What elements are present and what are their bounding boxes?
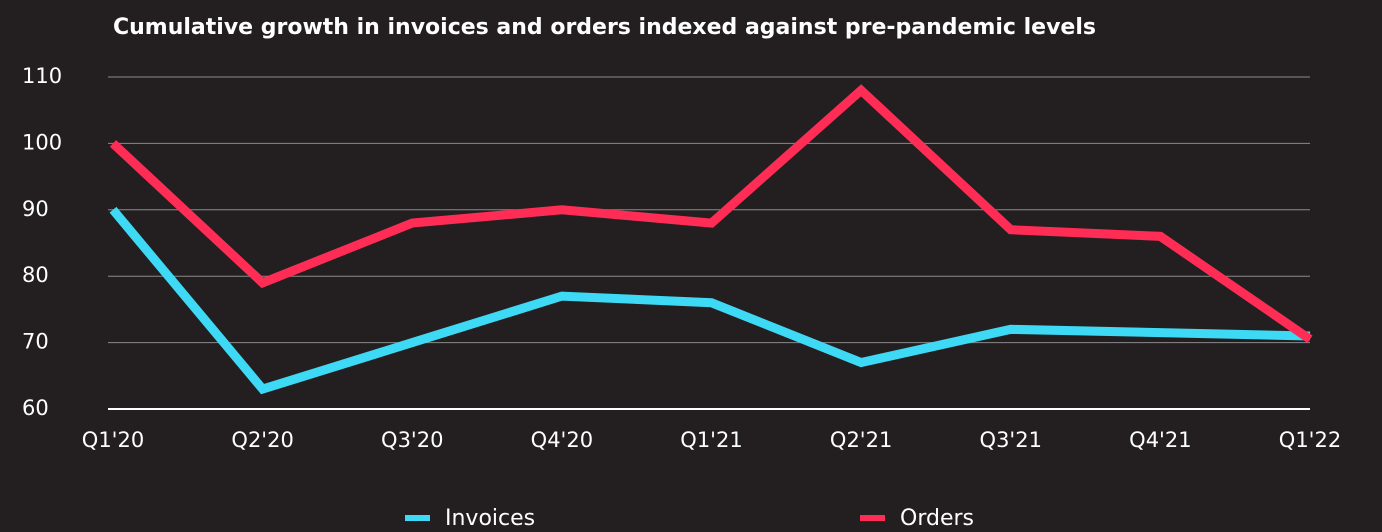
- x-tick-label: Q3'20: [381, 428, 443, 452]
- series-line: [109, 84, 1313, 343]
- x-tick-label: Q1'21: [680, 428, 742, 452]
- legend-label: Invoices: [445, 506, 535, 531]
- y-tick-label: 80: [22, 263, 49, 287]
- x-tick-label: Q2'21: [830, 428, 892, 452]
- y-tick-label: 70: [22, 330, 49, 354]
- x-tick-label: Q2'20: [231, 428, 293, 452]
- x-tick-label: Q4'20: [531, 428, 593, 452]
- x-tick-label: Q1'20: [82, 428, 144, 452]
- x-tick-label: Q4'21: [1129, 428, 1191, 452]
- y-tick-label: 90: [22, 197, 49, 221]
- chart-title: Cumulative growth in invoices and orders…: [113, 15, 1096, 40]
- y-tick-label: 100: [22, 130, 62, 154]
- y-tick-label: 110: [22, 64, 62, 88]
- y-tick-label: 60: [22, 396, 49, 420]
- series-line: [109, 206, 1311, 395]
- legend-label: Orders: [900, 506, 974, 531]
- x-tick-label: Q3'21: [980, 428, 1042, 452]
- x-tick-label: Q1'22: [1279, 428, 1341, 452]
